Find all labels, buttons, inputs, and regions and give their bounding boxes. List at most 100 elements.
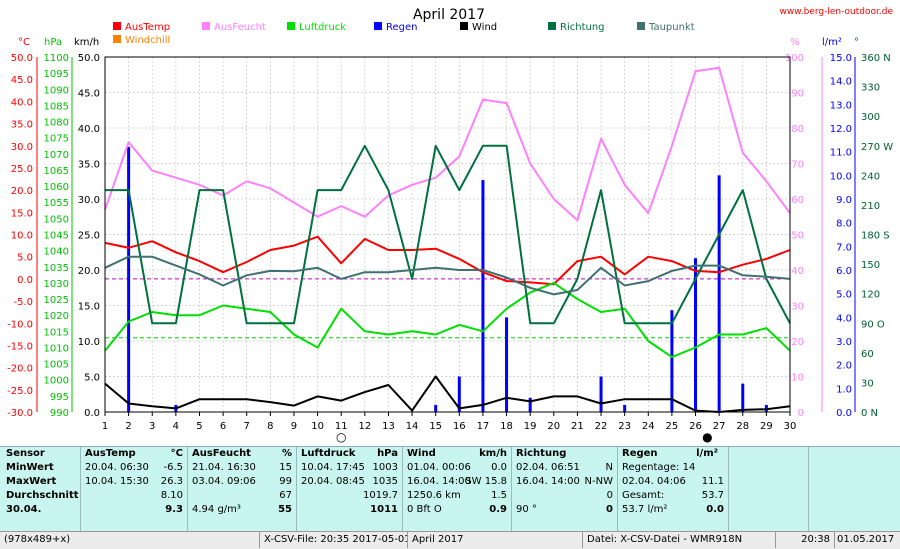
- dir-max-value: N-NW: [584, 476, 613, 487]
- temp-tick-label: 0.0: [17, 275, 33, 286]
- reference-lines: [105, 278, 790, 339]
- rain-total-value: 53.7: [701, 490, 724, 501]
- x-tick-label: 29: [760, 421, 773, 432]
- wind-tick-label: 30.0: [78, 195, 100, 206]
- rain-bar: [481, 180, 485, 412]
- rain-tick-label: 13.0: [830, 100, 852, 111]
- plot-frame: [104, 56, 791, 413]
- x-tick-label: 7: [244, 421, 250, 432]
- status-bar: (978x489+x) X-CSV-File: 20:35 2017-05-01…: [0, 531, 900, 549]
- hum-header: AusFeucht: [192, 448, 251, 459]
- hum-min-value: 15: [279, 462, 292, 473]
- press-max-time: 20.04. 08:45: [301, 476, 365, 487]
- temp-tick-label: -5.0: [13, 297, 33, 308]
- temp-tick-label: -10.0: [7, 319, 33, 330]
- moon-phase-icon: ●: [702, 430, 712, 444]
- rain-tick-label: 4.0: [836, 313, 852, 324]
- legend-swatch: [287, 22, 295, 30]
- pressure-tick-label: 1065: [44, 166, 69, 177]
- wind-tick-label: 5.0: [84, 373, 100, 384]
- humidity-unit-label: %: [790, 37, 800, 48]
- pressure-tick-label: 1020: [44, 311, 69, 322]
- wind-tick-label: 35.0: [78, 160, 100, 171]
- pressure-tick-label: 1055: [44, 198, 69, 209]
- x-tick-label: 2: [125, 421, 131, 432]
- direction-tick-label: 300: [861, 112, 880, 123]
- hum-day-value: 55: [278, 504, 292, 515]
- status-file: X-CSV-File: 20:35 2017-05-01: [260, 532, 408, 548]
- pressure-tick-label: 1085: [44, 101, 69, 112]
- x-tick-label: 15: [429, 421, 442, 432]
- press-unit: hPa: [377, 448, 398, 459]
- x-tick-label: 18: [500, 421, 513, 432]
- rain-max-value: 11.1: [701, 476, 724, 487]
- temp-header: AusTemp: [85, 448, 136, 459]
- pressure-tick-label: 1030: [44, 279, 69, 290]
- wind-tick-label: 15.0: [78, 302, 100, 313]
- stats-col-empty-1: [729, 447, 809, 532]
- rain-day-value: 0.0: [706, 504, 724, 515]
- x-tick-label: 28: [736, 421, 749, 432]
- rain-tick-label: 7.0: [836, 242, 852, 253]
- x-tick-label: 16: [453, 421, 466, 432]
- hum-max-value: 99: [279, 476, 292, 487]
- humidity-tick-label: 100: [785, 53, 804, 64]
- x-axis: 1 2 3 4 5 6 7 8 9 10 11 12 13 14 15 16 17 18 19 20 21 22 23 24 2…: [102, 412, 796, 432]
- wind-tick-label: 0.0: [84, 408, 100, 419]
- pressure-tick-label: 990: [50, 408, 69, 419]
- wind-min-time: 01.04. 00:06: [407, 462, 471, 473]
- temp-min-time: 20.04. 06:30: [85, 462, 149, 473]
- legend-swatch: [113, 22, 121, 30]
- pressure-tick-label: 1015: [44, 327, 69, 338]
- x-tick-label: 23: [618, 421, 631, 432]
- temp-tick-label: 25.0: [11, 164, 33, 175]
- legend-label: Wind: [472, 22, 497, 33]
- temp-min-value: -6.5: [163, 462, 183, 473]
- moon-phases: ○ ●: [336, 430, 713, 444]
- row-label-day: 30.04.: [6, 504, 42, 515]
- x-tick-label: 24: [642, 421, 655, 432]
- temp-tick-label: 50.0: [11, 53, 33, 64]
- x-tick-label: 13: [382, 421, 395, 432]
- temp-tick-label: 45.0: [11, 75, 33, 86]
- wind-max-time: 16.04. 14:00: [407, 476, 471, 487]
- direction-tick-label: 0 N: [861, 408, 878, 419]
- temp-avg-value: 8.10: [160, 490, 183, 501]
- pressure-tick-label: 1100: [44, 53, 69, 64]
- rain-header: Regen: [622, 448, 658, 459]
- temp-tick-label: 15.0: [11, 208, 33, 219]
- rain-unit: l/m²: [696, 448, 718, 459]
- dir-day-value: 0: [606, 504, 613, 515]
- chart-title: April 2017: [413, 7, 485, 23]
- rain-tick-label: 3.0: [836, 337, 852, 348]
- x-tick-label: 1: [102, 421, 108, 432]
- stats-col-direction: Richtung 02.04. 06:51 N 16.04. 14:00 N-NW …: [512, 447, 618, 532]
- series-lines: [104, 66, 791, 413]
- x-tick-label: 25: [666, 421, 679, 432]
- stats-col-sensor: Sensor MinWert MaxWert Durchschnitt 30.0…: [0, 447, 81, 532]
- wind-tick-label: 40.0: [78, 124, 100, 135]
- stats-col-pressure: Luftdruck hPa 10.04. 17:45 1003 20.04. 08:…: [297, 447, 403, 532]
- rain-tick-label: 5.0: [836, 290, 852, 301]
- temp-tick-label: 30.0: [11, 142, 33, 153]
- series-line-austemp: [104, 235, 791, 286]
- direction-tick-label: 120: [861, 290, 880, 301]
- pressure-tick-label: 1005: [44, 360, 69, 371]
- rain-bar: [599, 376, 603, 412]
- rain-tick-label: 15.0: [830, 53, 852, 64]
- hum-day-note: 4.94 g/m³: [192, 504, 241, 515]
- x-tick-label: 6: [220, 421, 226, 432]
- x-tick-label: 9: [291, 421, 297, 432]
- pressure-tick-label: 1095: [44, 69, 69, 80]
- wind-avg-note: 1250.6 km: [407, 490, 461, 501]
- legend-label: Windchill: [125, 35, 170, 46]
- rain-bar: [528, 397, 532, 412]
- wind-day-value: 0.9: [489, 504, 507, 515]
- direction-tick-label: 330: [861, 83, 880, 94]
- wind-tick-label: 25.0: [78, 231, 100, 242]
- direction-tick-label: 150: [861, 260, 880, 271]
- press-min-value: 1003: [372, 462, 398, 473]
- direction-tick-label: 360 N: [861, 53, 891, 64]
- grid-lines: [104, 56, 791, 413]
- status-time: 20:38: [776, 532, 835, 548]
